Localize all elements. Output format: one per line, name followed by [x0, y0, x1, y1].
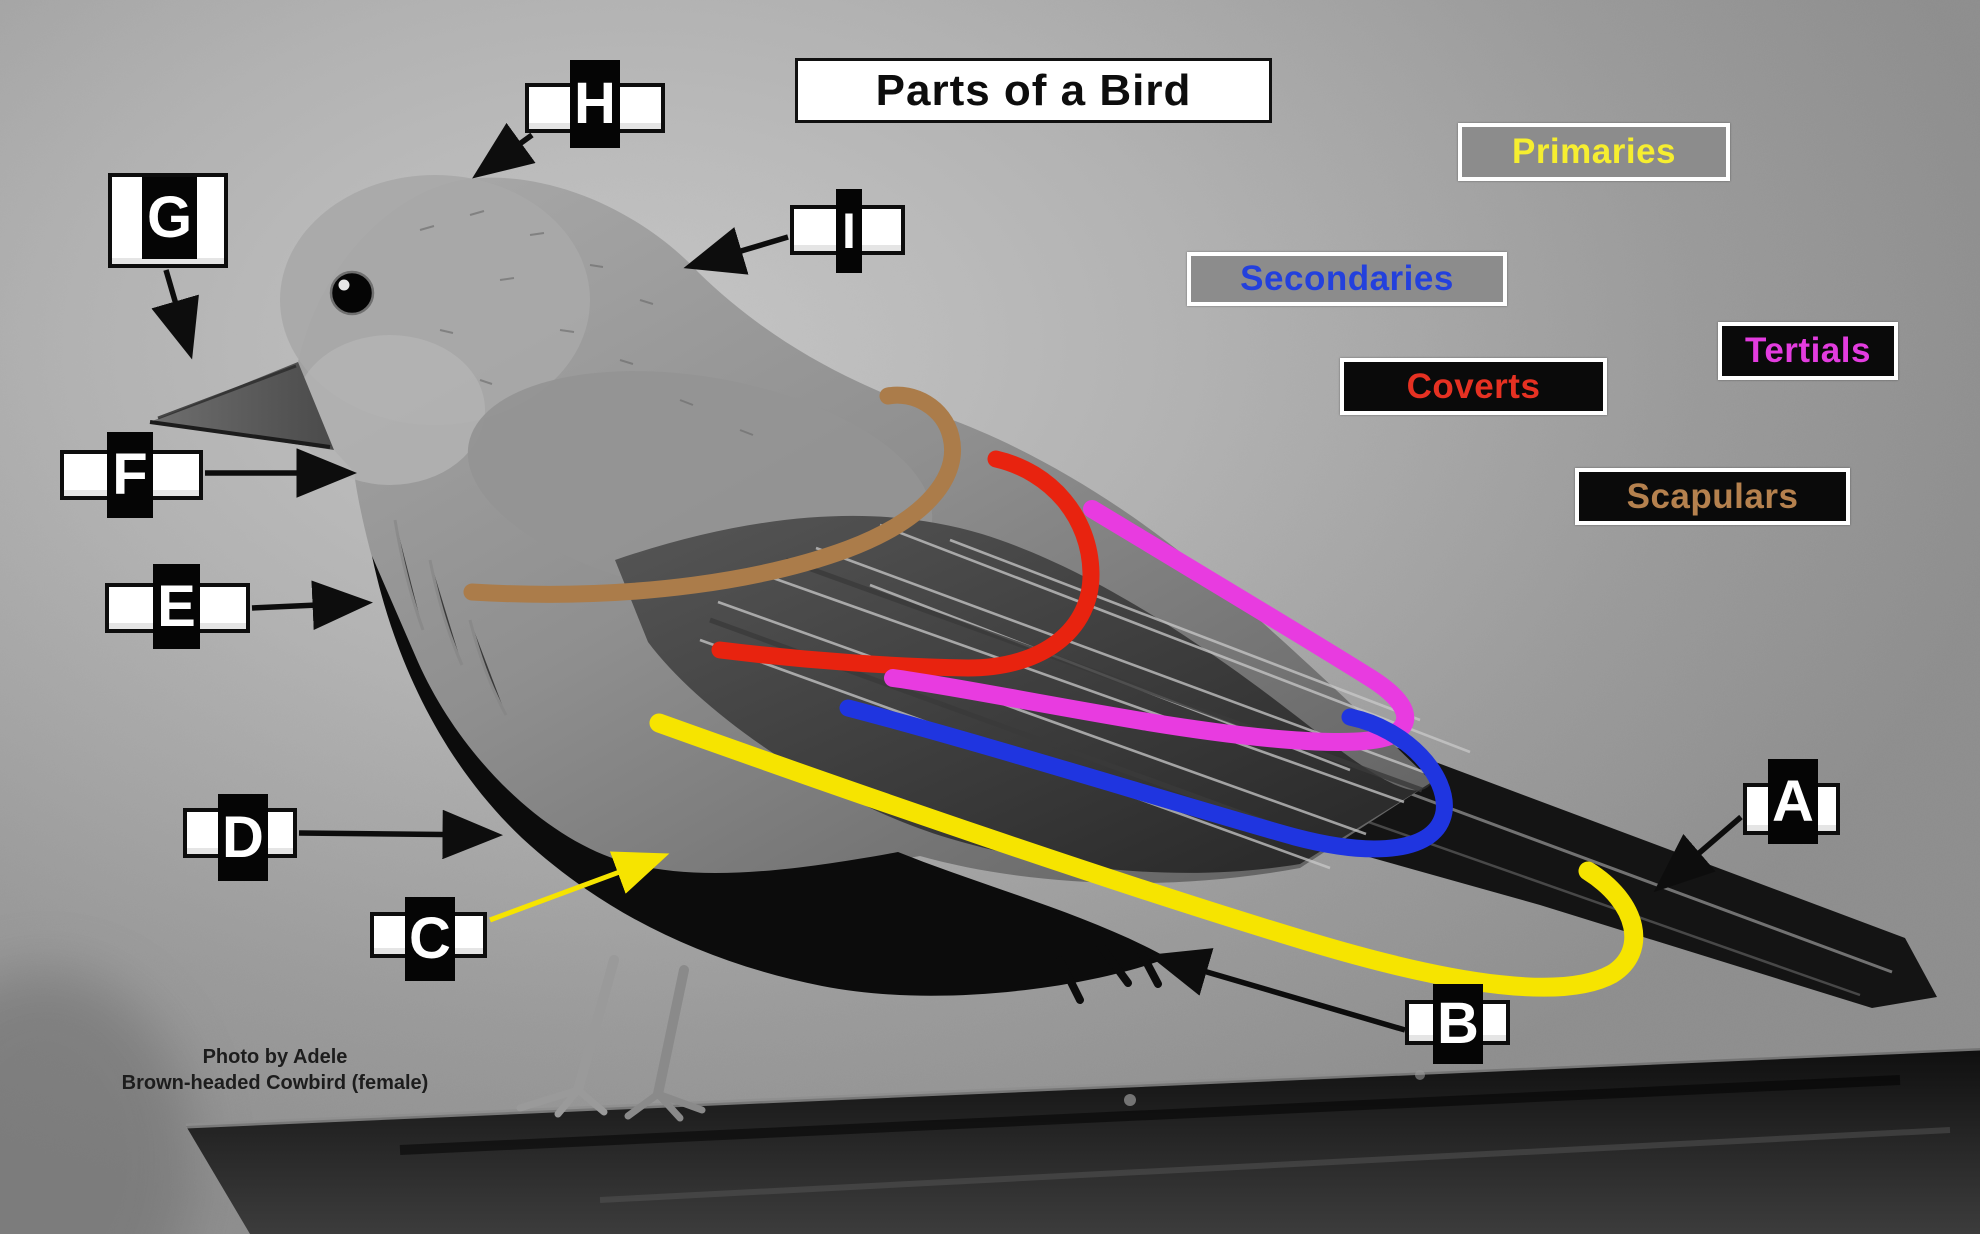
arrow-d [298, 809, 503, 860]
arrow-c [489, 851, 670, 923]
marker-d-letter: D [218, 794, 268, 881]
photo-credit-line1: Photo by Adele [202, 1046, 348, 1068]
arrow-h [472, 122, 536, 179]
bird-eye [329, 270, 375, 316]
photo-credit: Photo by Adele Brown-headed Cowbird (fem… [85, 1044, 465, 1096]
primaries-outline [649, 713, 1644, 997]
marker-a-letter: A [1768, 759, 1818, 844]
marker-g-letter: G [142, 177, 197, 259]
marker-i-letter: I [836, 189, 862, 273]
legend-tertials: Tertials [1718, 322, 1898, 380]
arrow-i [683, 227, 789, 275]
marker-h-letter: H [570, 60, 620, 148]
perch-rail [185, 1045, 1980, 1234]
legend-secondaries: Secondaries [1187, 252, 1507, 306]
bird-legs [516, 955, 706, 1122]
bird-beak [149, 362, 334, 450]
arrow-a [1653, 814, 1743, 893]
marker-b-letter: B [1433, 984, 1483, 1064]
tertials-outline [884, 500, 1415, 751]
legend-coverts: Coverts [1340, 358, 1607, 415]
scapulars-outline [463, 386, 961, 603]
legend-primaries: Primaries [1458, 123, 1730, 181]
marker-e-letter: E [153, 564, 200, 649]
secondaries-outline [839, 699, 1453, 858]
blurred-foreground-shape [0, 970, 195, 1234]
legend-scapulars: Scapulars [1575, 468, 1850, 525]
page-title: Parts of a Bird [795, 58, 1272, 123]
arrow-b [1148, 948, 1406, 1033]
marker-c-letter: C [405, 897, 455, 981]
arrow-e [251, 580, 373, 630]
coverts-outline [711, 450, 1100, 677]
marker-f-letter: F [107, 432, 153, 518]
arrow-g [151, 269, 199, 360]
photo-credit-line2: Brown-headed Cowbird (female) [121, 1072, 429, 1094]
